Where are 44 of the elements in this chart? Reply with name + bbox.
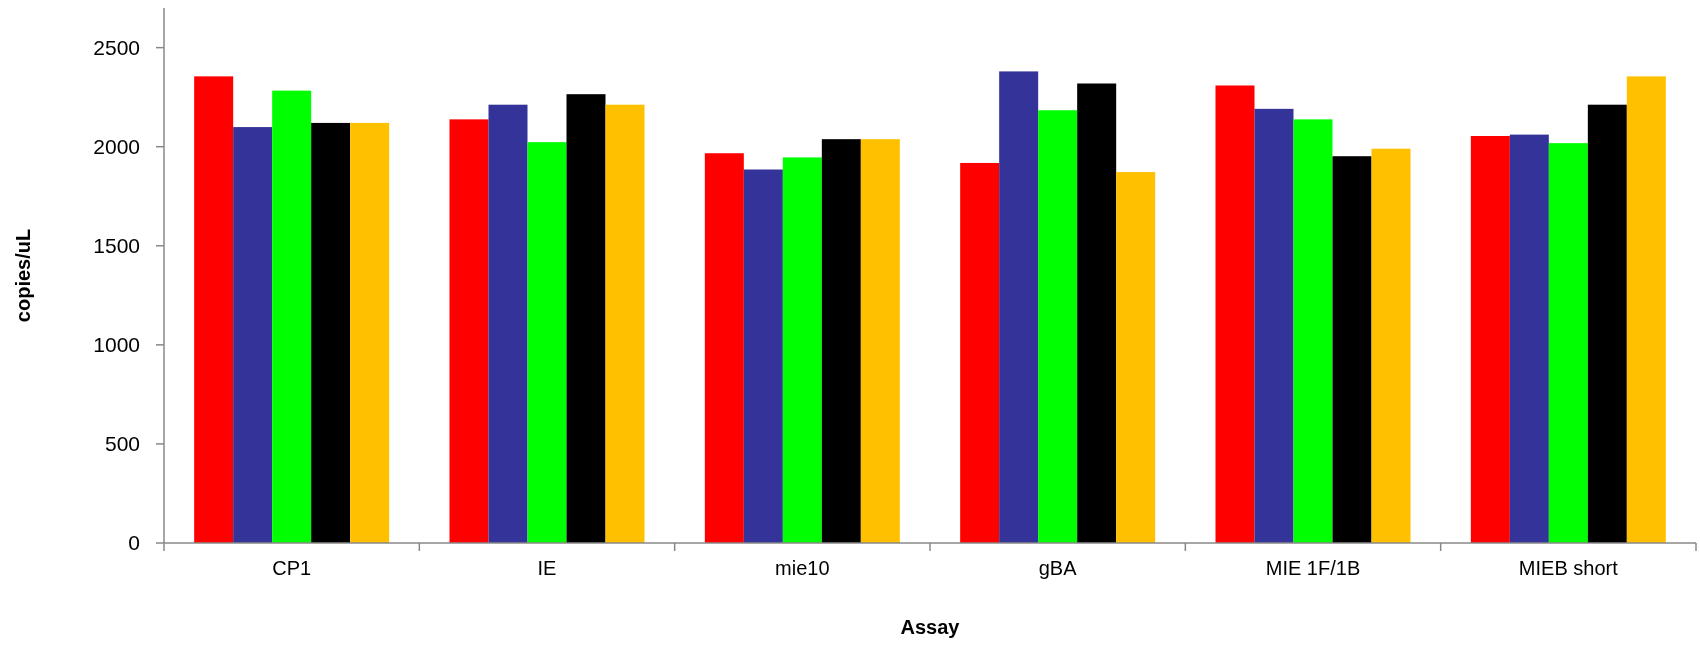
bar bbox=[860, 139, 900, 543]
bar bbox=[999, 71, 1039, 543]
bar bbox=[350, 122, 390, 543]
bar bbox=[488, 104, 528, 543]
bar bbox=[1038, 110, 1078, 543]
bar bbox=[1548, 143, 1588, 543]
bar bbox=[1293, 119, 1333, 543]
bar bbox=[449, 119, 489, 543]
bar bbox=[1215, 85, 1255, 543]
bar bbox=[782, 157, 822, 543]
bar bbox=[1332, 156, 1372, 543]
bar bbox=[821, 139, 861, 543]
bar bbox=[743, 169, 783, 543]
bar bbox=[566, 94, 606, 543]
bar bbox=[233, 127, 273, 543]
y-tick-label: 1500 bbox=[93, 234, 140, 258]
y-tick-label: 2000 bbox=[93, 135, 140, 159]
y-tick-label: 0 bbox=[128, 531, 140, 555]
x-axis-title: Assay bbox=[900, 616, 961, 638]
bar bbox=[1587, 104, 1627, 543]
x-tick-label: MIEB short bbox=[1518, 557, 1619, 579]
bar bbox=[605, 104, 645, 543]
x-tick-label: CP1 bbox=[272, 557, 312, 579]
bar bbox=[960, 162, 1000, 543]
bar bbox=[272, 90, 312, 543]
x-tick-label: IE bbox=[537, 557, 557, 579]
bar bbox=[1626, 76, 1666, 543]
bar bbox=[1077, 83, 1117, 543]
bar bbox=[194, 76, 234, 543]
x-tick-label: MIE 1F/1B bbox=[1265, 557, 1361, 579]
bar bbox=[1371, 148, 1411, 543]
x-tick-label: mie10 bbox=[775, 557, 830, 579]
y-tick-label: 1000 bbox=[93, 333, 140, 357]
bar bbox=[527, 142, 567, 543]
bar bbox=[1116, 172, 1156, 543]
y-tick-label: 500 bbox=[104, 432, 140, 456]
bar bbox=[704, 153, 744, 543]
y-tick-label: 2500 bbox=[93, 35, 140, 59]
bar bbox=[1254, 108, 1294, 543]
y-axis-title: copies/uL bbox=[12, 228, 34, 323]
bar bbox=[1509, 134, 1549, 543]
x-tick-label: gBA bbox=[1038, 557, 1078, 579]
bar bbox=[311, 122, 351, 543]
bar bbox=[1470, 136, 1510, 543]
